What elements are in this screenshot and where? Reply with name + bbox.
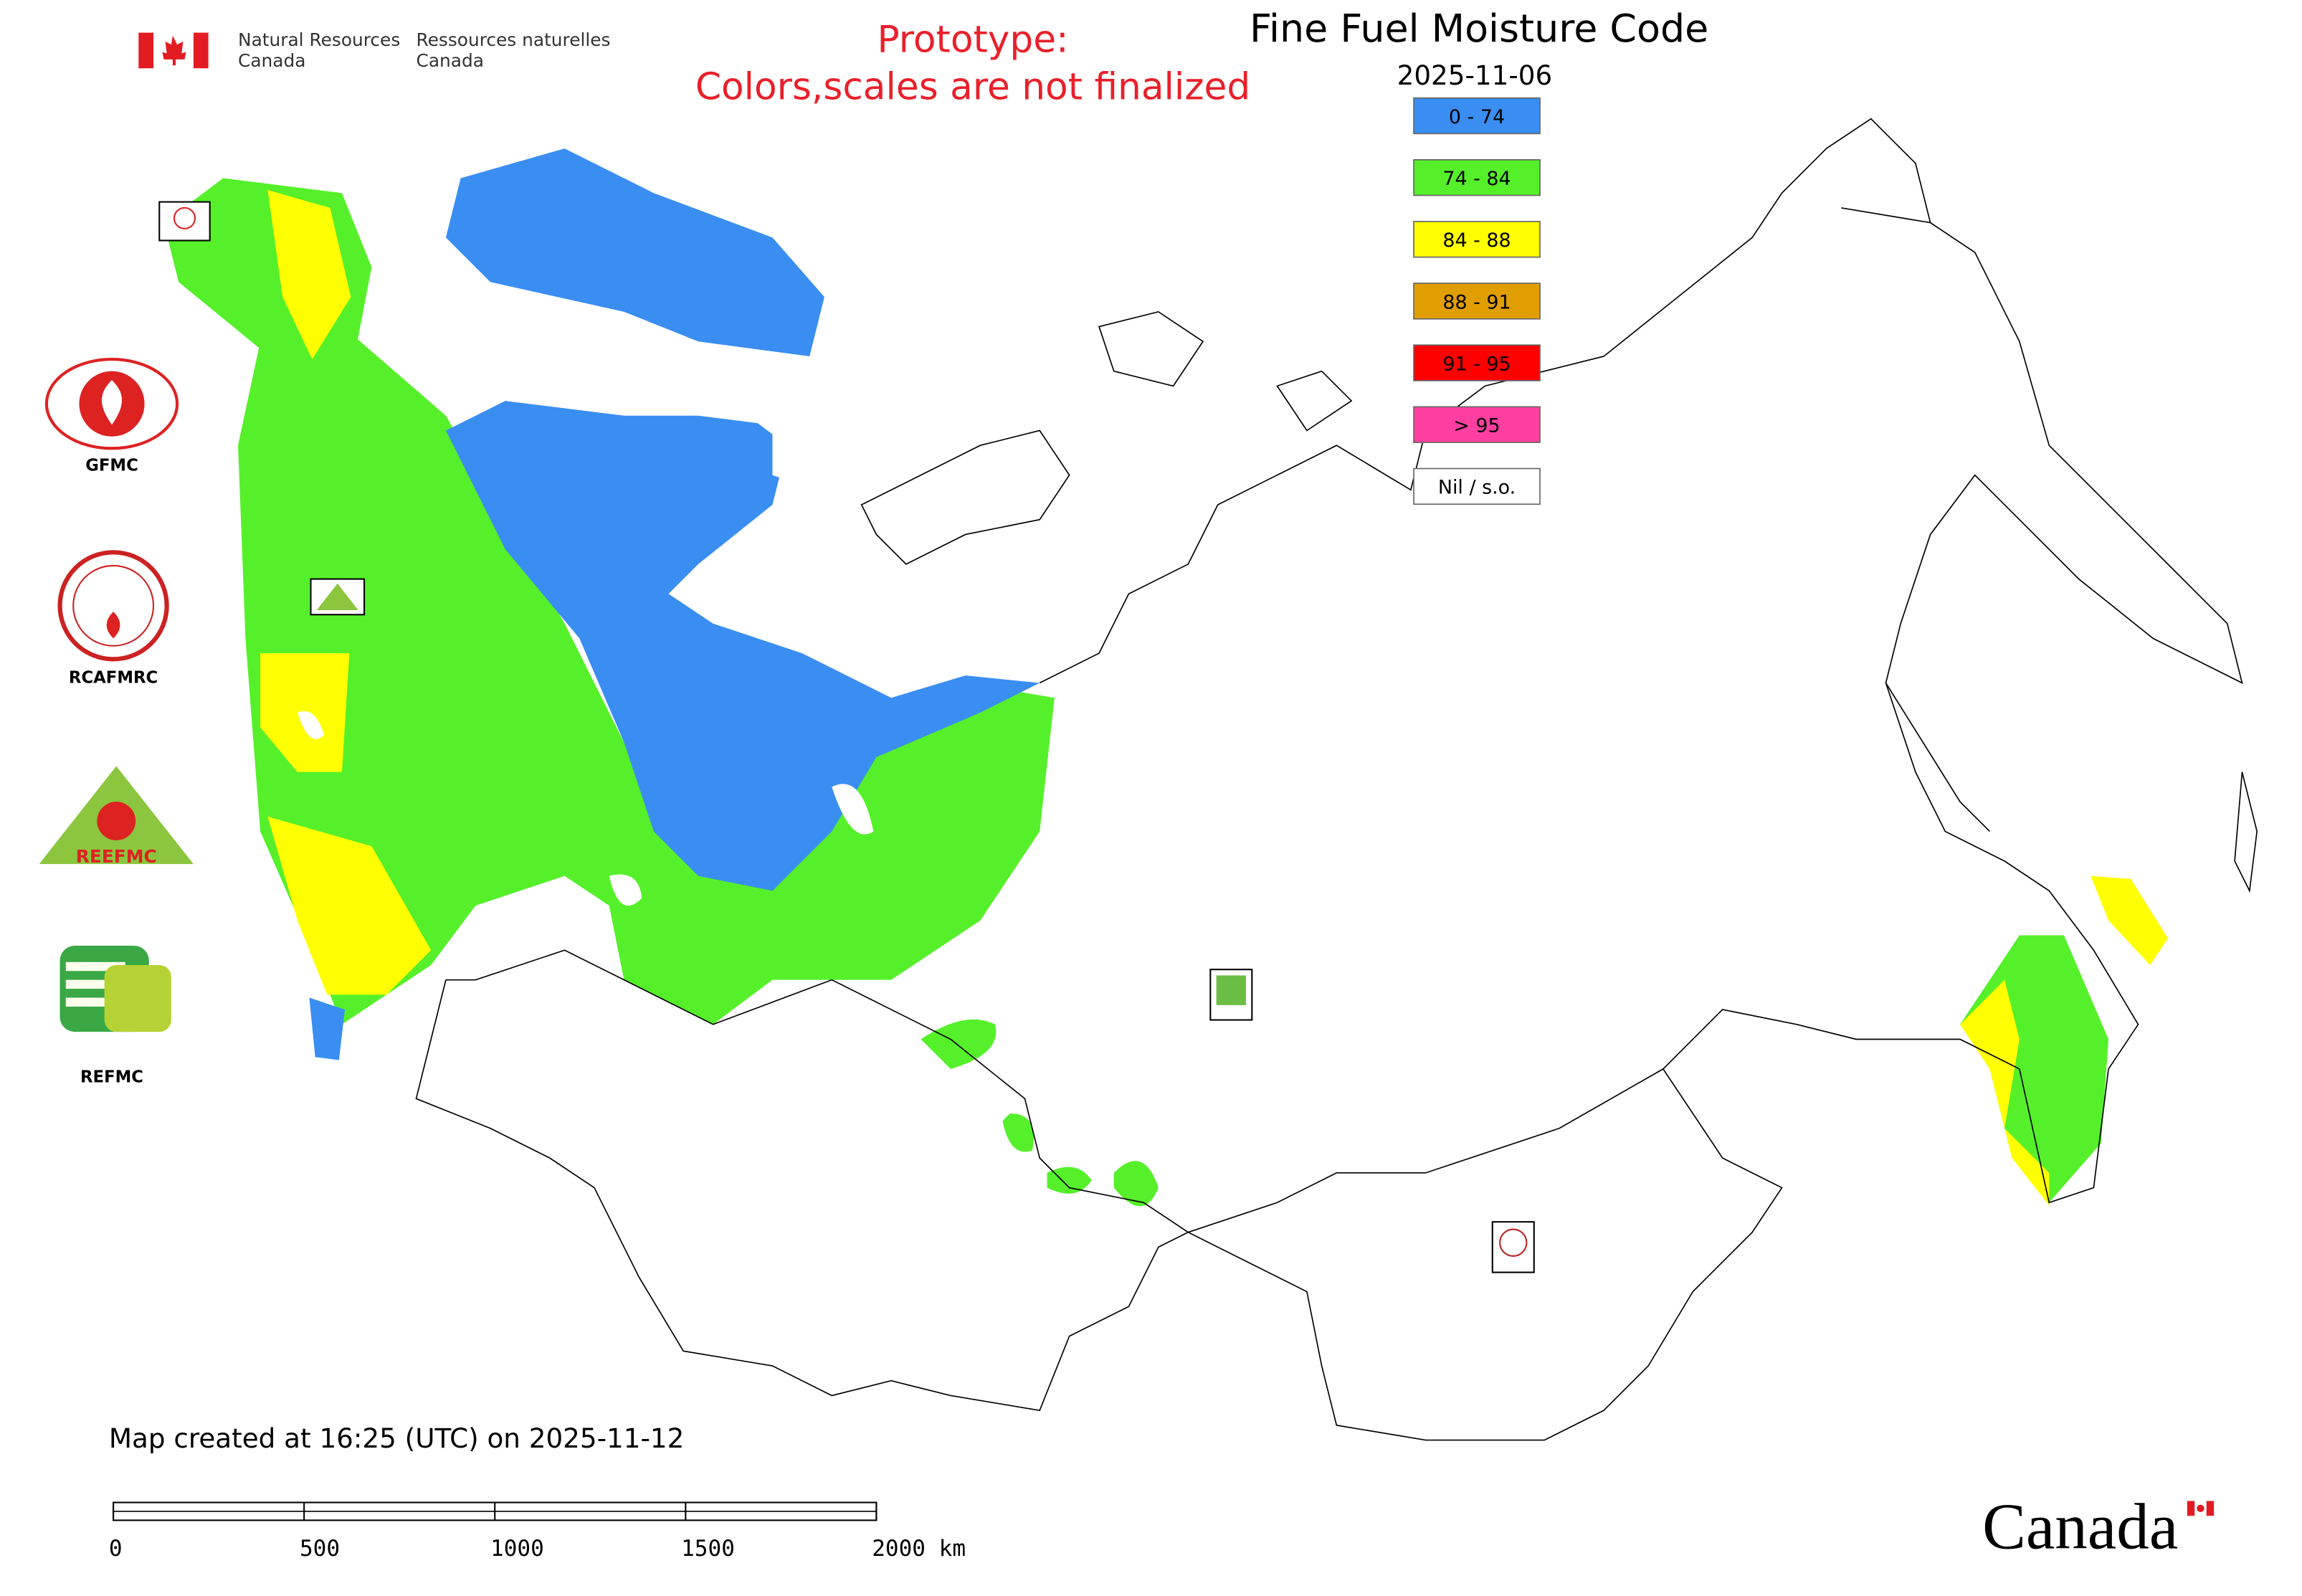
- scale-bar: 0 500 1000 1500 2000 km: [109, 1501, 966, 1562]
- department-fr: Ressources naturelles: [417, 29, 611, 50]
- legend: 0 - 74 74 - 84 84 - 88 88 - 91 91 - 95 > 95 Ni…: [1413, 97, 1541, 505]
- outline: [415, 979, 1783, 1441]
- marker: [316, 583, 358, 611]
- outline: [445, 118, 2243, 1233]
- fmc-region: [297, 711, 325, 739]
- legend-swatch: [1413, 282, 1541, 320]
- legend-label: 88 - 91: [1442, 291, 1511, 313]
- footer-note: Map created at 16:25 (UTC) on 2025-11-12: [109, 1422, 684, 1454]
- fmc-region: [267, 816, 432, 995]
- gov-flag: [138, 32, 209, 69]
- outline: [860, 310, 1353, 565]
- notice: Prototype:: [877, 18, 1068, 61]
- canada-wordmark: Canada: [1982, 1491, 2178, 1563]
- fmc-region: [445, 401, 1040, 891]
- department-en: Canada: [238, 50, 305, 71]
- fmc-region: [267, 190, 351, 360]
- logo-label: RCAFMRC: [69, 669, 158, 688]
- fmc-region: [1960, 979, 2050, 1206]
- logo-label: GFMC: [85, 456, 138, 475]
- marker: [173, 206, 196, 229]
- fmc-region: [1047, 1167, 1092, 1194]
- department-fr: Canada: [417, 50, 484, 71]
- legend-swatch: [1413, 221, 1541, 258]
- map-date: 2025-11-06: [1397, 60, 1553, 91]
- scale-bar-label: 500: [300, 1536, 340, 1562]
- fmc-region: [832, 784, 874, 835]
- legend-label: 91 - 95: [1442, 353, 1511, 375]
- legend-swatch: [1413, 97, 1541, 135]
- marker: [1216, 975, 1247, 1005]
- legend-label: > 95: [1453, 415, 1500, 437]
- scale-bar-label: 1000: [490, 1536, 544, 1562]
- legend-swatch: [1413, 406, 1541, 443]
- notice: Colors,scales are not finalized: [695, 66, 1250, 109]
- fmc-region: [1113, 1161, 1159, 1207]
- logo-label: REEFMC: [76, 846, 157, 867]
- fmc-region: [772, 412, 817, 479]
- fmc-region: [921, 1019, 997, 1069]
- legend-label: Nil / s.o.: [1438, 477, 1516, 499]
- marker: [1499, 1228, 1528, 1257]
- scale-bar-label: 2000 km: [872, 1536, 966, 1562]
- logo-rcafmrc: [57, 550, 169, 662]
- marker: [1491, 1221, 1535, 1273]
- country-outlines: [415, 118, 2258, 1441]
- scale-bar-label: 1500: [681, 1536, 735, 1562]
- map-title: Fine Fuel Moisture Code: [1250, 6, 1708, 51]
- map-markers: [158, 201, 1535, 1273]
- logo-reefmc: [39, 766, 194, 865]
- legend-label: 74 - 84: [1442, 168, 1511, 190]
- legend-swatch: [1413, 344, 1541, 381]
- logo-refmc: [60, 946, 171, 1032]
- legend-label: 84 - 88: [1442, 229, 1511, 252]
- marker: [158, 201, 211, 242]
- fmc-region: [309, 997, 346, 1060]
- fmc-region: [609, 874, 642, 906]
- fire-weather-regions: [163, 148, 2168, 1207]
- logo-label: REFMC: [80, 1068, 143, 1087]
- fmc-region: [238, 338, 1055, 1025]
- department-en: Natural Resources: [238, 29, 400, 50]
- wordmark-flag: [2187, 1501, 2215, 1516]
- legend-swatch: [1413, 158, 1541, 196]
- legend-label: 0 - 74: [1449, 106, 1505, 128]
- legend-swatch: [1413, 467, 1541, 505]
- scale-bar-label: 0: [109, 1536, 123, 1562]
- logo-gfmc: [44, 358, 179, 450]
- fmc-region: [2091, 875, 2168, 965]
- fmc-region: [445, 148, 824, 356]
- fmc-region: [1002, 1113, 1034, 1152]
- outline: [1841, 207, 2258, 893]
